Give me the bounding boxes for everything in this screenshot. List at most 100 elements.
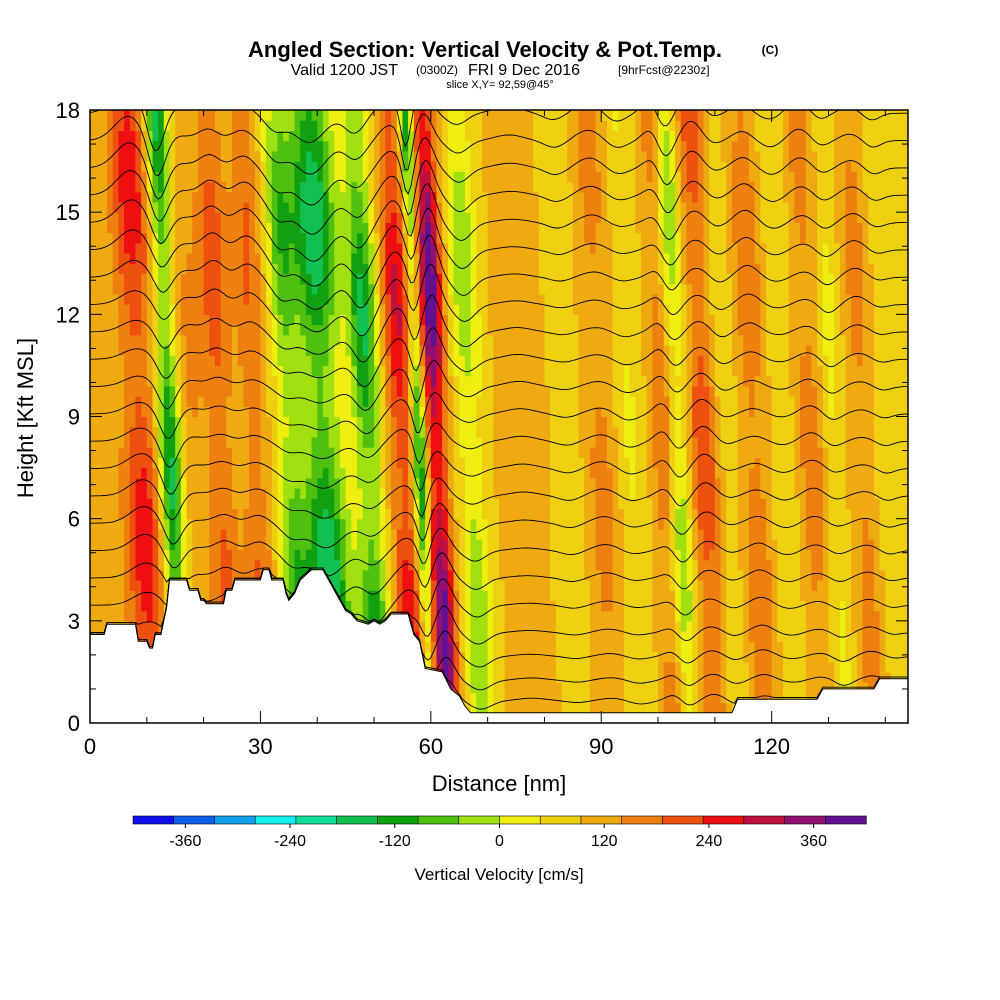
velocity-cell: [408, 273, 415, 285]
velocity-cell: [476, 682, 483, 693]
velocity-cell: [243, 569, 250, 581]
velocity-cell: [413, 201, 421, 213]
velocity-cell: [254, 324, 262, 336]
velocity-cell: [453, 682, 460, 693]
velocity-cell: [90, 232, 97, 244]
velocity-cell: [425, 344, 432, 356]
velocity-cell: [220, 467, 227, 479]
velocity-cell: [107, 253, 114, 264]
velocity-cell: [266, 334, 273, 346]
velocity-cell: [271, 344, 279, 356]
velocity-cell: [379, 447, 386, 458]
velocity-cell: [396, 436, 404, 448]
velocity-cell: [163, 518, 171, 530]
velocity-cell: [345, 549, 352, 561]
velocity-cell: [158, 334, 165, 346]
velocity-cell: [271, 273, 279, 285]
velocity-cell: [476, 457, 483, 469]
velocity-cell: [294, 191, 301, 203]
velocity-cell: [317, 191, 324, 203]
velocity-cell: [459, 457, 466, 469]
velocity-cell: [101, 253, 108, 264]
velocity-cell: [112, 457, 119, 469]
velocity-cell: [197, 385, 205, 397]
velocity-cell: [368, 539, 375, 550]
velocity-cell: [260, 242, 267, 254]
velocity-cell: [413, 549, 421, 561]
velocity-cell: [391, 447, 398, 458]
velocity-cell: [112, 150, 119, 162]
velocity-cell: [118, 426, 125, 438]
velocity-cell: [249, 508, 256, 520]
velocity-cell: [141, 120, 148, 132]
velocity-cell: [294, 518, 301, 530]
velocity-cell: [197, 130, 205, 142]
velocity-cell: [237, 416, 244, 428]
velocity-cell: [356, 263, 364, 275]
velocity-cell: [544, 457, 551, 469]
velocity-cell: [459, 436, 466, 448]
velocity-cell: [481, 375, 489, 387]
velocity-cell: [300, 191, 307, 203]
velocity-cell: [436, 130, 443, 142]
velocity-cell: [311, 161, 318, 172]
velocity-cell: [311, 273, 318, 285]
velocity-cell: [339, 263, 347, 275]
velocity-cell: [124, 590, 131, 601]
velocity-cell: [300, 273, 307, 285]
velocity-cell: [288, 201, 296, 213]
velocity-cell: [294, 498, 301, 510]
velocity-cell: [504, 365, 511, 377]
velocity-cell: [271, 314, 279, 326]
velocity-cell: [266, 171, 273, 183]
velocity-cell: [493, 498, 500, 510]
velocity-cell: [220, 579, 227, 591]
velocity-cell: [237, 283, 244, 295]
velocity-cell: [232, 467, 239, 479]
velocity-cell: [550, 304, 557, 315]
velocity-cell: [192, 539, 199, 550]
velocity-cell: [226, 253, 233, 264]
velocity-cell: [214, 242, 222, 254]
velocity-cell: [124, 273, 131, 285]
velocity-cell: [203, 140, 210, 152]
velocity-cell: [266, 283, 273, 295]
velocity-cell: [430, 365, 438, 377]
velocity-cell: [487, 518, 494, 530]
velocity-cell: [470, 365, 477, 377]
velocity-cell: [158, 324, 165, 336]
velocity-cell: [470, 569, 477, 581]
velocity-cell: [453, 171, 460, 183]
velocity-cell: [374, 324, 381, 336]
velocity-cell: [402, 110, 409, 121]
velocity-cell: [249, 416, 256, 428]
velocity-cell: [533, 161, 540, 172]
velocity-cell: [266, 365, 273, 377]
velocity-cell: [493, 620, 500, 632]
velocity-cell: [192, 436, 199, 448]
velocity-cell: [527, 334, 534, 346]
velocity-cell: [237, 263, 244, 275]
velocity-cell: [277, 447, 284, 458]
velocity-cell: [402, 477, 409, 489]
velocity-cell: [510, 304, 517, 315]
velocity-cell: [470, 273, 477, 285]
velocity-cell: [294, 344, 301, 356]
velocity-cell: [408, 549, 415, 561]
velocity-cell: [197, 273, 205, 285]
velocity-cell: [436, 651, 443, 663]
velocity-cell: [447, 528, 455, 540]
velocity-cell: [169, 416, 176, 428]
velocity-cell: [419, 120, 426, 132]
velocity-cell: [499, 426, 506, 438]
velocity-cell: [550, 631, 557, 642]
velocity-cell: [504, 150, 511, 162]
velocity-cell: [283, 518, 290, 530]
velocity-cell: [476, 344, 483, 356]
velocity-cell: [481, 171, 489, 183]
velocity-cell: [101, 385, 108, 397]
velocity-cell: [493, 416, 500, 428]
velocity-cell: [504, 518, 511, 530]
velocity-cell: [374, 477, 381, 489]
velocity-cell: [470, 447, 477, 458]
